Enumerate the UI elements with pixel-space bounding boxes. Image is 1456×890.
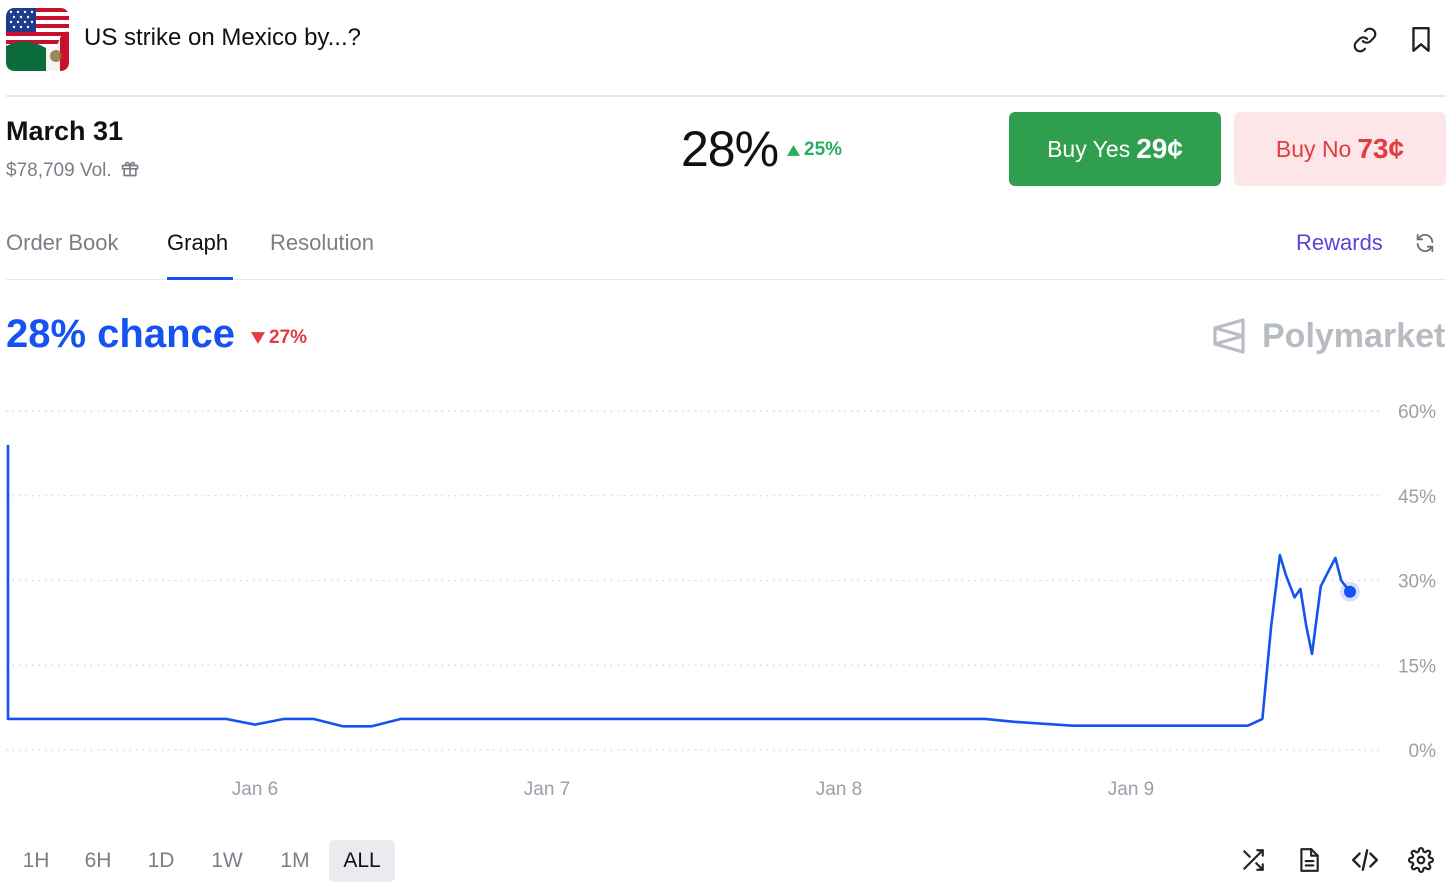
market-flag-icon	[6, 8, 69, 71]
triangle-up-icon	[787, 144, 800, 156]
buy-no-button[interactable]: Buy No 73¢	[1234, 112, 1446, 186]
buy-yes-price: 29¢	[1136, 133, 1183, 164]
buy-no-price: 73¢	[1357, 133, 1405, 164]
series-line	[6, 444, 1352, 728]
range-1m-button[interactable]: 1M	[280, 849, 310, 872]
x-tick-label: Jan 8	[816, 779, 862, 800]
y-tick-label: 45%	[1398, 487, 1436, 508]
header-divider	[6, 95, 1446, 97]
bookmark-icon[interactable]	[1404, 23, 1438, 57]
tab-order-book[interactable]: Order Book	[6, 230, 119, 255]
range-6h-button[interactable]: 6H	[84, 849, 112, 872]
polymarket-logo-icon	[1213, 318, 1245, 354]
chance-change: 27%	[251, 327, 307, 349]
x-tick-label: Jan 6	[232, 779, 278, 800]
tabs-divider	[6, 279, 1446, 280]
code-icon[interactable]	[1348, 843, 1382, 877]
price-chart[interactable]: 60% 45% 30% 15% 0% Jan 6 Jan 7 Jan 8 Jan 9	[0, 380, 1456, 810]
tab-resolution[interactable]: Resolution	[270, 230, 374, 255]
y-tick-label: 30%	[1398, 572, 1436, 593]
y-tick-label: 15%	[1398, 656, 1436, 677]
shuffle-icon[interactable]	[1236, 843, 1270, 877]
outcome-change: 25%	[787, 139, 842, 161]
chance-change-value: 27%	[269, 327, 308, 348]
document-icon[interactable]	[1292, 843, 1326, 877]
link-icon[interactable]	[1348, 23, 1382, 57]
refresh-icon[interactable]	[1411, 229, 1439, 257]
range-1w-button[interactable]: 1W	[211, 849, 243, 872]
y-tick-label: 0%	[1409, 741, 1437, 762]
buy-yes-button[interactable]: Buy Yes 29¢	[1009, 112, 1221, 186]
gift-icon[interactable]	[120, 158, 140, 184]
polymarket-brand: Polymarket	[1262, 316, 1446, 355]
settings-icon[interactable]	[1404, 843, 1438, 877]
volume-text: $78,709 Vol.	[6, 160, 112, 181]
y-tick-label: 60%	[1398, 402, 1436, 423]
outcome-change-value: 25%	[804, 139, 843, 160]
x-tick-label: Jan 9	[1108, 779, 1154, 800]
market-title: US strike on Mexico by...?	[84, 24, 361, 51]
tab-graph[interactable]: Graph	[167, 230, 229, 255]
range-all-button[interactable]: ALL	[329, 840, 395, 882]
outcome-percent: 28%	[681, 121, 779, 177]
triangle-down-icon	[251, 332, 265, 344]
volume-label: $78,709 Vol.	[6, 158, 140, 184]
current-point	[1344, 585, 1356, 598]
x-tick-label: Jan 7	[524, 779, 570, 800]
range-1h-button[interactable]: 1H	[22, 849, 50, 872]
outcome-name: March 31	[6, 116, 124, 146]
chance-label: 28% chance	[6, 312, 236, 356]
rewards-link[interactable]: Rewards	[1296, 230, 1383, 255]
buy-yes-label: Buy Yes	[1047, 135, 1131, 162]
range-1d-button[interactable]: 1D	[147, 849, 175, 872]
polymarket-logo: Polymarket	[1210, 316, 1445, 356]
active-tab-indicator	[167, 277, 233, 280]
buy-no-label: Buy No	[1275, 135, 1352, 162]
